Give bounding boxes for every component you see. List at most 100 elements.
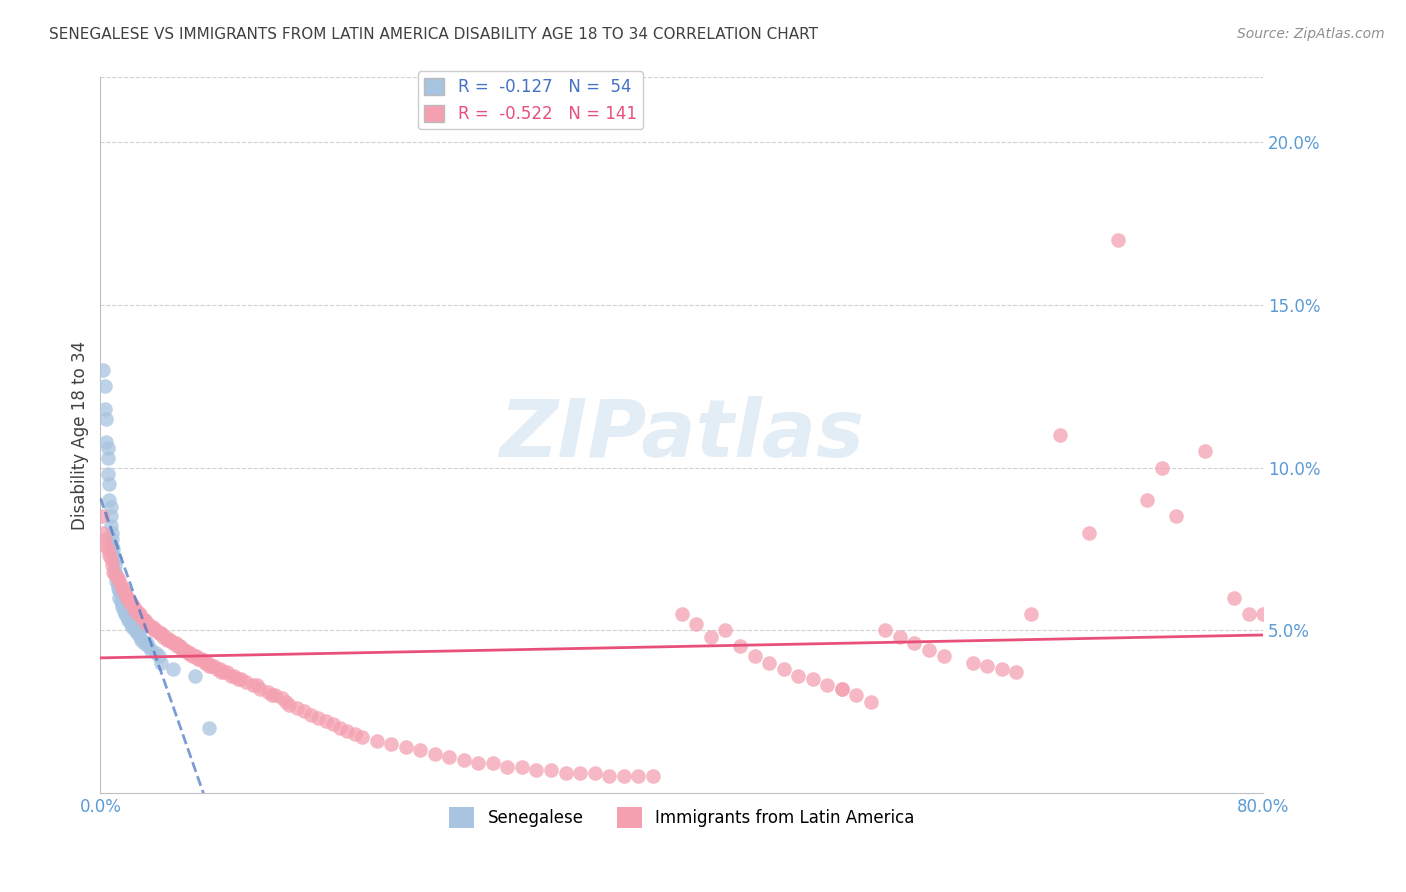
Point (395, 740, 418, 755)
Point (142, 620, 165, 634)
Point (128, 607, 150, 621)
Point (170, 642, 193, 657)
Point (145, 623, 167, 637)
Point (932, 649, 955, 664)
Point (107, 571, 129, 585)
Point (110, 594, 132, 608)
Point (143, 623, 166, 637)
Point (114, 587, 136, 601)
Point (329, 721, 352, 735)
Point (859, 695, 882, 709)
Point (129, 632, 152, 647)
Point (159, 632, 181, 647)
Point (162, 662, 184, 676)
Point (163, 636, 186, 650)
Point (583, 766, 606, 780)
Point (103, 549, 125, 563)
Point (700, 630, 723, 644)
Point (135, 616, 157, 631)
Point (100, 519, 122, 533)
Point (101, 525, 124, 540)
Point (157, 632, 180, 647)
Point (641, 769, 664, 783)
Point (728, 640, 751, 654)
Point (108, 584, 131, 599)
Point (1049, 428, 1071, 442)
Point (228, 672, 250, 686)
Point (132, 613, 155, 627)
Point (98, 493, 121, 508)
Point (242, 678, 264, 692)
Point (136, 616, 159, 631)
Point (186, 649, 208, 664)
Point (685, 616, 707, 631)
Point (103, 565, 125, 579)
Point (115, 591, 138, 605)
Legend: Senegalese, Immigrants from Latin America: Senegalese, Immigrants from Latin Americ… (443, 801, 921, 834)
Text: ZIPatlas: ZIPatlas (499, 396, 865, 474)
Point (150, 626, 173, 640)
Point (145, 646, 167, 660)
Point (187, 652, 209, 666)
Point (101, 532, 124, 546)
Point (198, 721, 221, 735)
Point (1005, 665, 1028, 680)
Point (134, 613, 156, 627)
Point (90, 509, 112, 524)
Point (1019, 607, 1042, 621)
Point (121, 620, 143, 634)
Point (198, 658, 221, 673)
Point (118, 594, 141, 608)
Point (105, 574, 128, 589)
Point (336, 723, 359, 738)
Point (1223, 591, 1246, 605)
Point (219, 668, 242, 682)
Point (976, 658, 998, 673)
Point (122, 620, 145, 634)
Point (714, 623, 737, 637)
Point (482, 756, 505, 771)
Point (191, 652, 214, 666)
Point (117, 591, 139, 605)
Point (141, 620, 163, 634)
Point (1164, 509, 1187, 524)
Point (231, 672, 253, 686)
Point (188, 652, 211, 666)
Point (496, 759, 519, 773)
Point (845, 688, 868, 702)
Point (152, 630, 174, 644)
Point (467, 756, 489, 771)
Point (98, 476, 121, 491)
Point (526, 763, 548, 777)
Point (439, 750, 461, 764)
Point (598, 769, 620, 783)
Point (117, 613, 139, 627)
Point (772, 662, 794, 676)
Point (875, 623, 897, 637)
Point (263, 688, 285, 702)
Point (918, 642, 941, 657)
Y-axis label: Disability Age 18 to 34: Disability Age 18 to 34 (72, 341, 89, 530)
Point (111, 597, 134, 611)
Point (125, 623, 148, 637)
Point (96, 434, 118, 449)
Point (627, 769, 650, 783)
Point (105, 567, 128, 582)
Point (1077, 525, 1099, 540)
Point (200, 658, 222, 673)
Point (292, 705, 315, 719)
Point (103, 541, 125, 556)
Point (122, 600, 145, 615)
Point (98, 549, 121, 563)
Point (124, 623, 146, 637)
Point (162, 636, 184, 650)
Point (125, 626, 148, 640)
Point (990, 662, 1012, 676)
Point (128, 630, 150, 644)
Point (155, 630, 177, 644)
Point (315, 714, 337, 728)
Point (91, 525, 114, 540)
Point (97, 541, 120, 556)
Point (120, 616, 142, 631)
Point (107, 577, 129, 591)
